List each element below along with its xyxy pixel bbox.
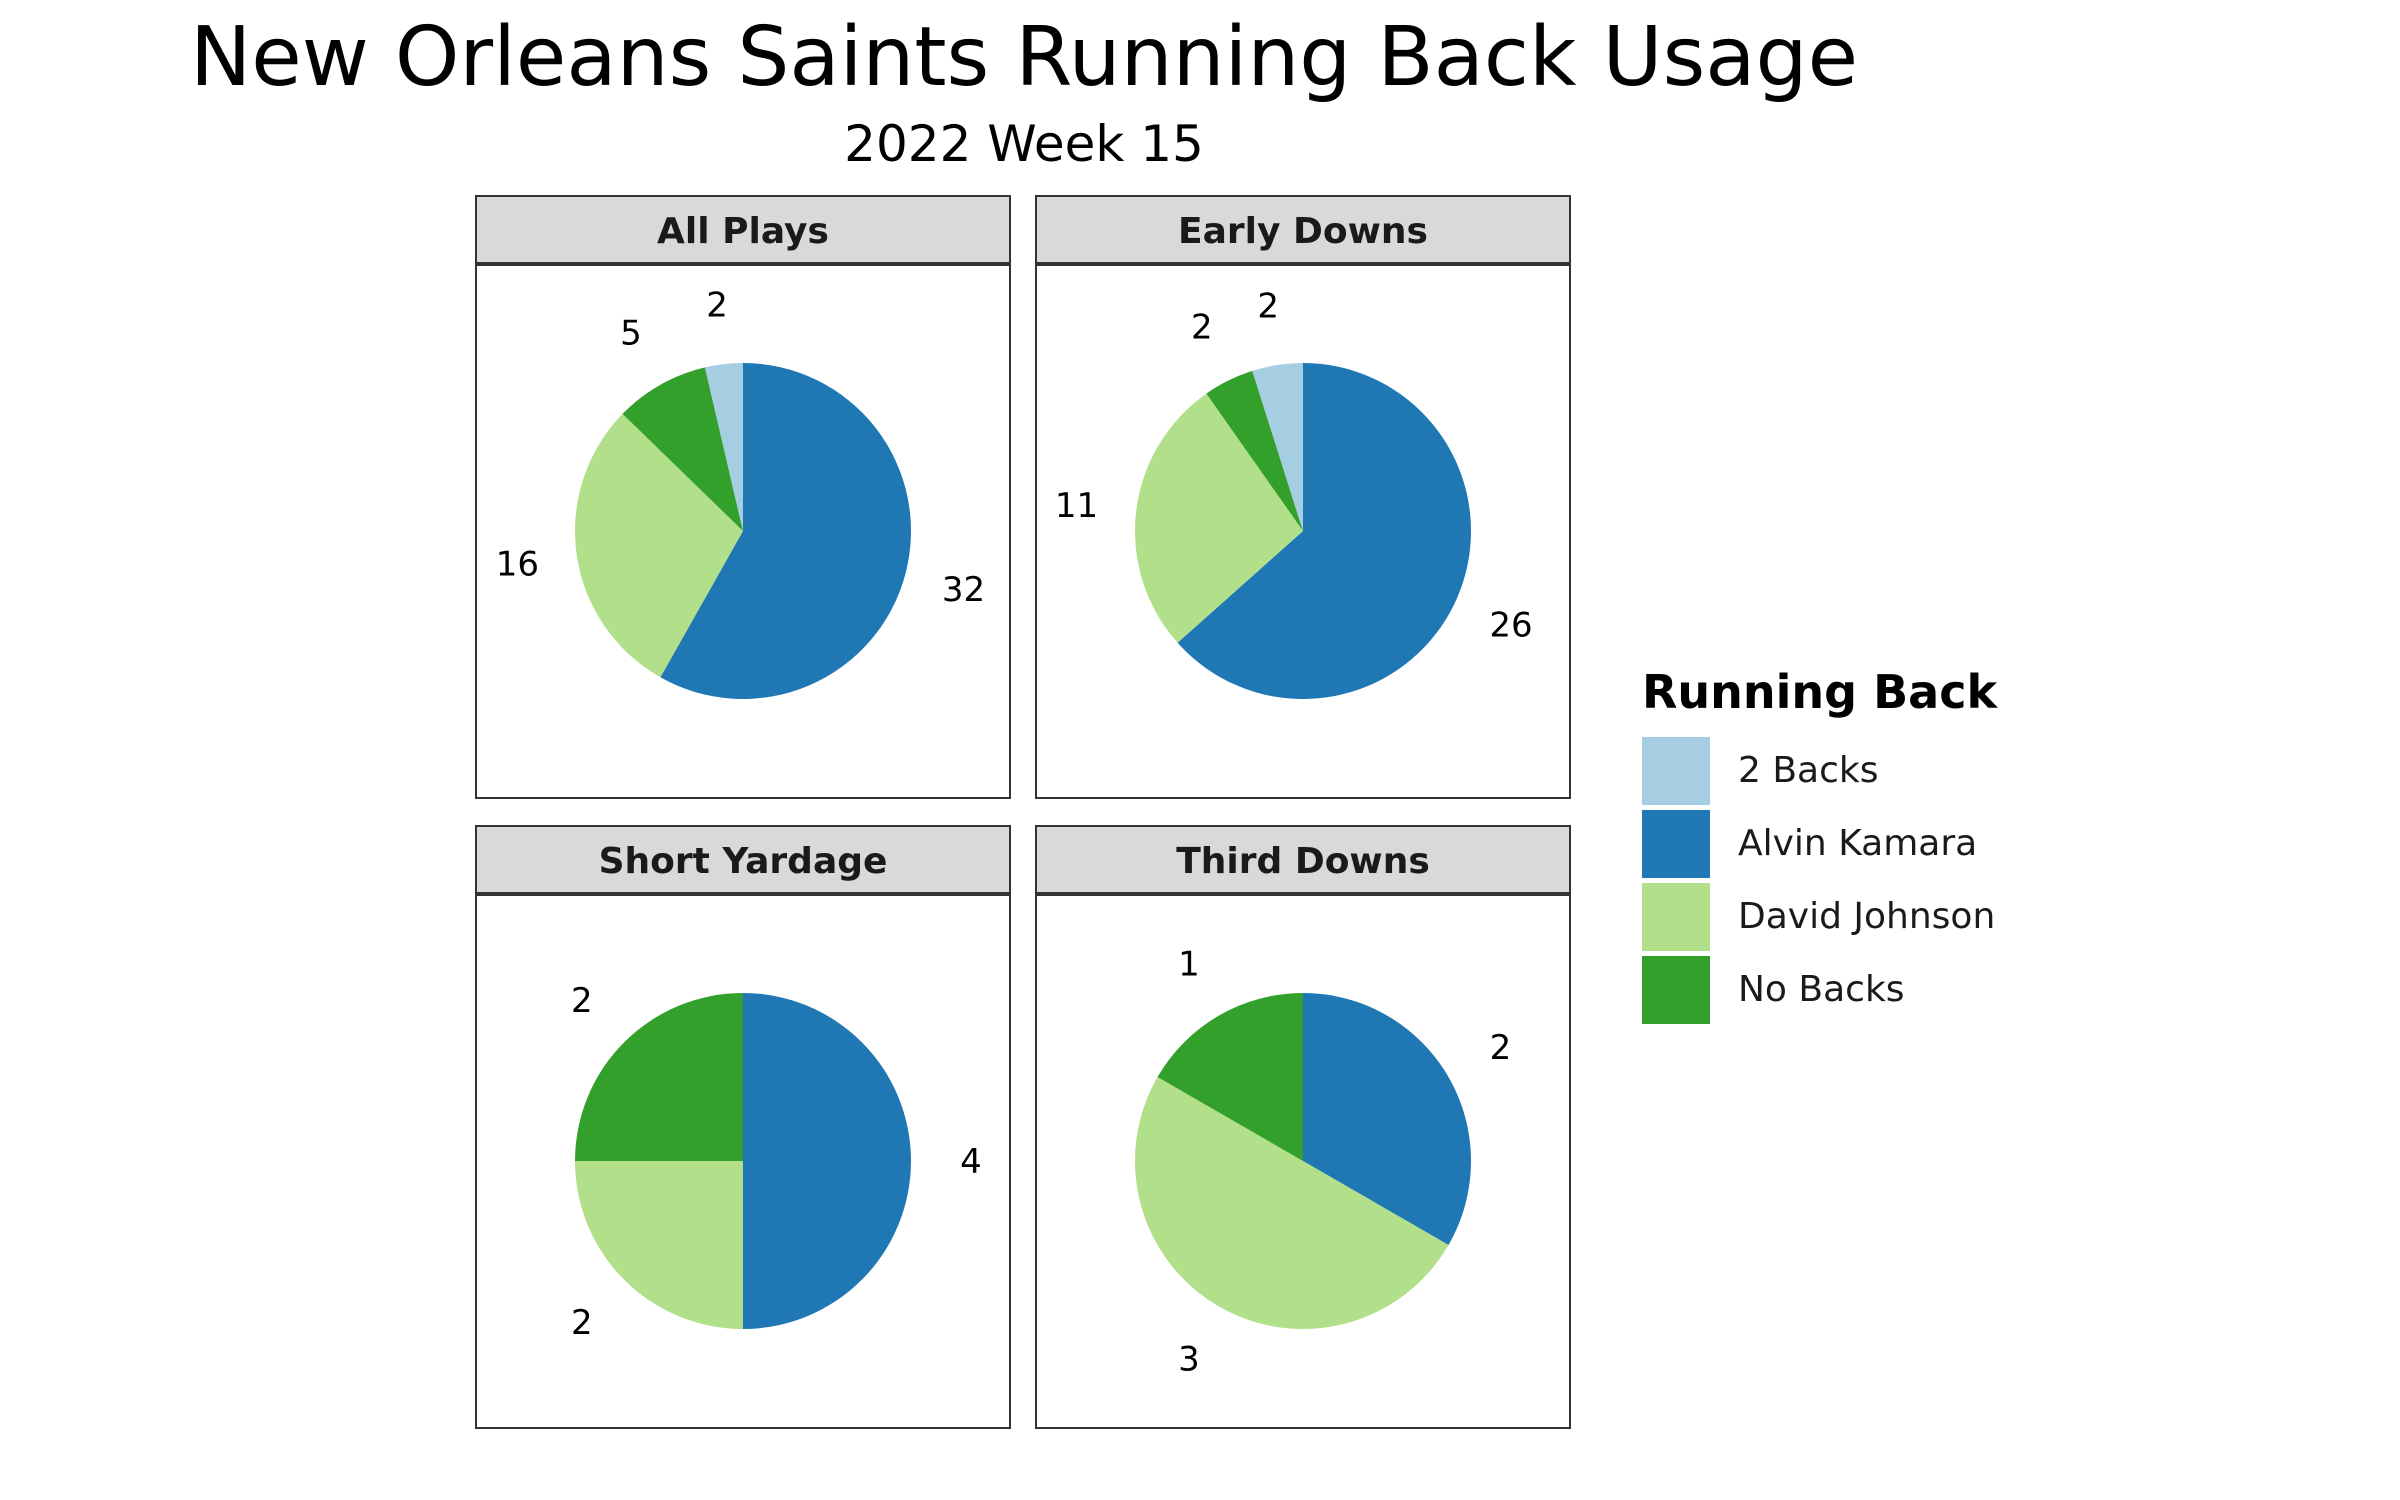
slice-2-backs bbox=[1252, 363, 1303, 531]
panel-all-plays: All Plays 32 16 5 2 bbox=[475, 195, 1011, 799]
legend-swatch bbox=[1642, 955, 1710, 1024]
slice-david-johnson bbox=[1135, 393, 1303, 643]
legend-label: 2 Backs bbox=[1738, 750, 1879, 791]
slice-alvin-kamara bbox=[743, 993, 911, 1329]
slice-label-alvin-kamara: 26 bbox=[1489, 605, 1532, 645]
panel-title: Early Downs bbox=[1178, 211, 1428, 252]
slice-no-backs bbox=[622, 367, 743, 531]
slice-label-alvin-kamara: 4 bbox=[960, 1142, 982, 1182]
slice-label-david-johnson: 3 bbox=[1178, 1339, 1200, 1379]
panel-border bbox=[1035, 893, 1571, 1429]
slice-label-david-johnson: 11 bbox=[1055, 486, 1098, 526]
panel-third-downs: Third Downs 2 3 1 bbox=[1035, 825, 1571, 1429]
legend-swatch bbox=[1642, 882, 1710, 951]
slice-alvin-kamara bbox=[1177, 363, 1471, 699]
panel-border bbox=[475, 893, 1011, 1429]
legend-item-alvin-kamara: Alvin Kamara bbox=[1642, 807, 2042, 880]
slice-no-backs bbox=[1206, 370, 1303, 531]
slice-label-alvin-kamara: 2 bbox=[1490, 1028, 1512, 1068]
legend-label: Alvin Kamara bbox=[1738, 823, 1978, 864]
panel-title: Third Downs bbox=[1176, 841, 1430, 882]
panel-short-yardage: Short Yardage 4 2 2 bbox=[475, 825, 1011, 1429]
legend-label: No Backs bbox=[1738, 969, 1905, 1010]
slice-label-no-backs: 2 bbox=[1191, 308, 1213, 348]
legend-items: 2 Backs Alvin Kamara David Johnson No Backs bbox=[1642, 734, 2042, 1026]
slice-label-alvin-kamara: 32 bbox=[942, 570, 985, 610]
legend: Running Back 2 Backs Alvin Kamara David Jo… bbox=[1642, 656, 2042, 1026]
slice-2-backs bbox=[704, 363, 743, 531]
slice-david-johnson bbox=[575, 1161, 743, 1329]
panel-strip bbox=[1035, 195, 1571, 265]
legend-swatch bbox=[1642, 809, 1710, 878]
slice-no-backs bbox=[575, 993, 743, 1161]
slice-label-no-backs: 1 bbox=[1178, 945, 1200, 985]
slice-label-no-backs: 5 bbox=[620, 313, 642, 353]
panel-title: All Plays bbox=[657, 211, 829, 252]
legend-item-2-backs: 2 Backs bbox=[1642, 734, 2042, 807]
panel-strip bbox=[475, 825, 1011, 895]
slice-david-johnson bbox=[575, 413, 743, 678]
slice-david-johnson bbox=[1134, 1077, 1449, 1330]
panel-border bbox=[475, 263, 1011, 799]
slice-label-2-backs: 2 bbox=[1257, 287, 1279, 327]
legend-swatch bbox=[1642, 736, 1710, 805]
chart-title: New Orleans Saints Running Back Usage bbox=[189, 10, 1859, 105]
slice-alvin-kamara bbox=[1303, 993, 1471, 1245]
slice-no-backs bbox=[1157, 993, 1303, 1161]
panel-border bbox=[1035, 263, 1571, 799]
legend-item-no-backs: No Backs bbox=[1642, 953, 2042, 1026]
slice-alvin-kamara bbox=[660, 363, 911, 699]
legend-item-david-johnson: David Johnson bbox=[1642, 880, 2042, 953]
slice-label-david-johnson: 2 bbox=[571, 1303, 593, 1343]
chart-subtitle: 2022 Week 15 bbox=[844, 115, 1204, 173]
slice-label-2-backs: 2 bbox=[706, 285, 728, 325]
slice-label-no-backs: 2 bbox=[571, 981, 593, 1021]
legend-title: Running Back bbox=[1642, 665, 1998, 719]
legend-label: David Johnson bbox=[1738, 896, 1996, 937]
panel-early-downs: Early Downs 26 11 2 2 bbox=[1035, 195, 1571, 799]
slice-label-david-johnson: 16 bbox=[496, 544, 539, 584]
panel-title: Short Yardage bbox=[599, 841, 888, 882]
